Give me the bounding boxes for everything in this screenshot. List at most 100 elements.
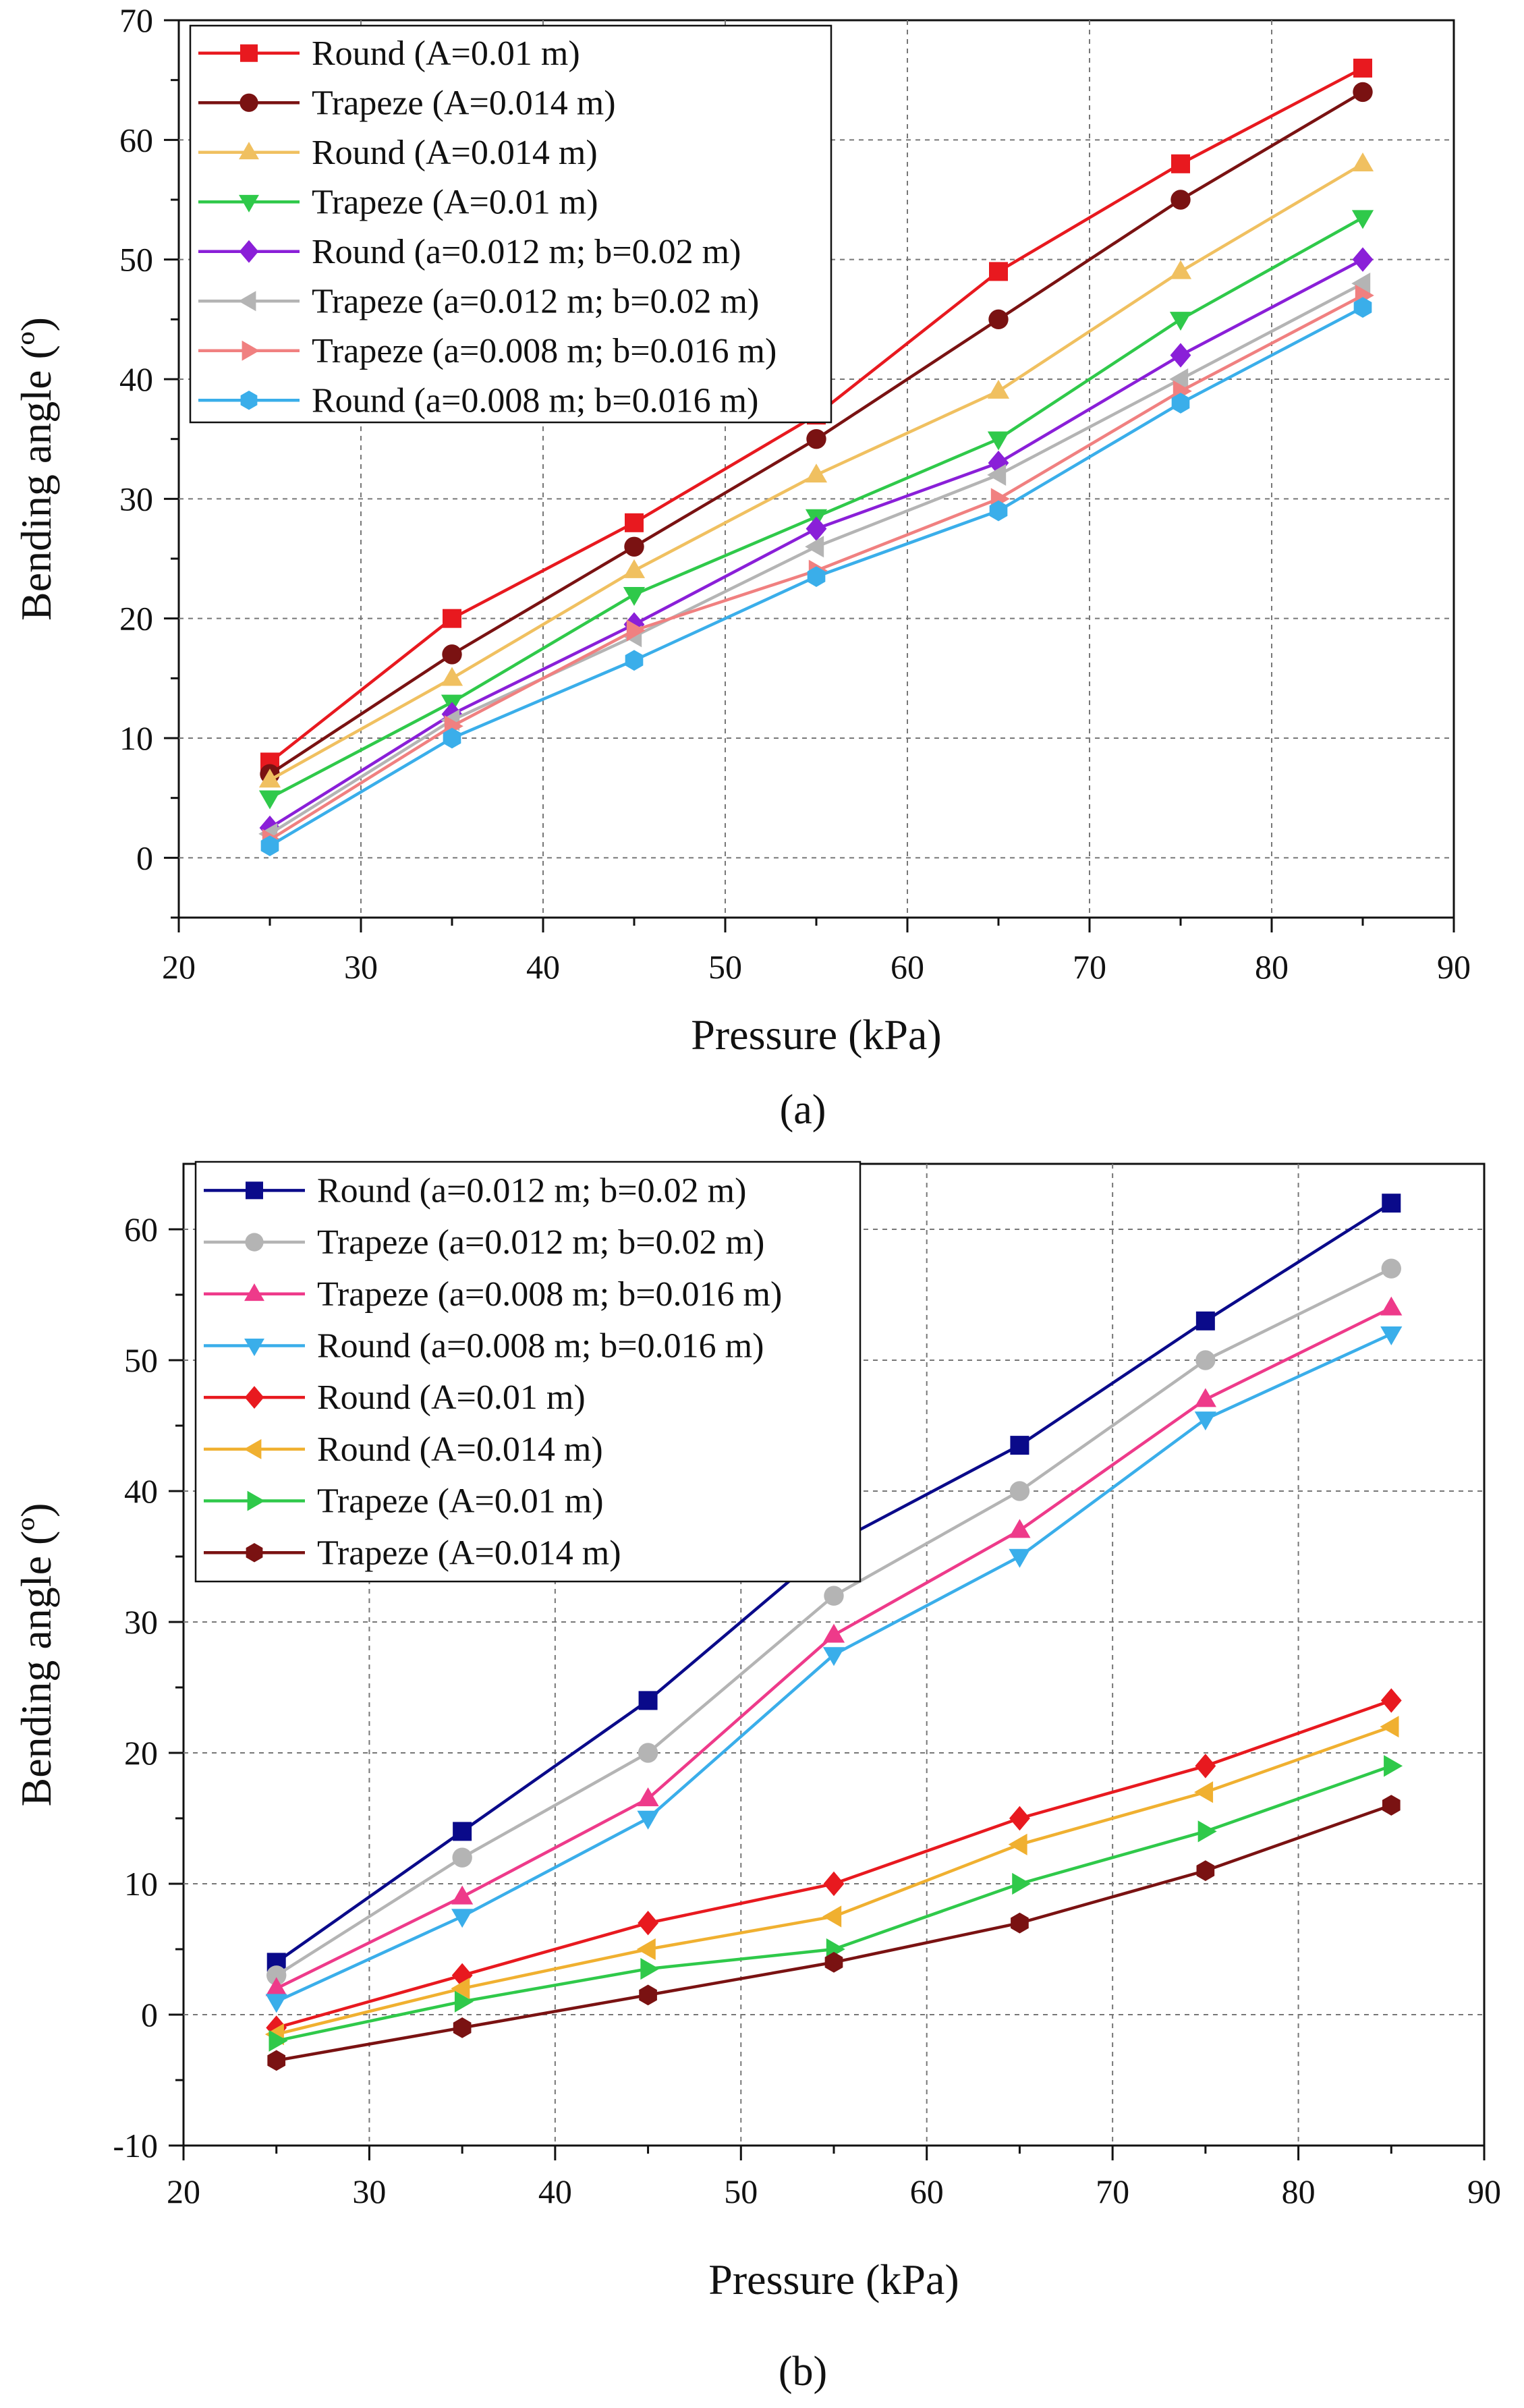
data-point (454, 1990, 474, 2013)
legend-marker (242, 340, 260, 361)
x-tick-label: 50 (708, 948, 742, 986)
legend-label: Round (A=0.014 m) (317, 1430, 603, 1469)
legend-label: Trapeze (a=0.012 m; b=0.02 m) (312, 282, 759, 320)
legend-marker (247, 1490, 265, 1511)
data-point (1169, 368, 1189, 391)
data-point (636, 1938, 656, 1961)
series-3 (258, 152, 1374, 788)
y-tick-label: 50 (124, 1341, 158, 1379)
data-point (625, 650, 644, 671)
data-point (987, 379, 1010, 399)
y-tick-label: 20 (119, 600, 153, 638)
data-point (1171, 393, 1190, 414)
legend-item: Round (a=0.012 m; b=0.02 m) (204, 1171, 746, 1210)
data-point (1195, 1350, 1216, 1370)
x-tick-label: 90 (1437, 948, 1471, 986)
legend-item: Trapeze (A=0.014 m) (198, 84, 616, 122)
data-point (624, 536, 644, 557)
x-tick-label: 70 (1096, 2173, 1129, 2210)
data-point (1194, 1411, 1216, 1431)
data-point (451, 1885, 474, 1905)
data-point (1194, 1781, 1214, 1803)
data-point (1353, 58, 1372, 78)
data-point (1380, 1326, 1403, 1345)
legend-marker (239, 93, 258, 112)
series-8 (260, 297, 1372, 856)
data-point (807, 566, 826, 587)
legend: Round (a=0.012 m; b=0.02 m) Trapeze (a=0.… (194, 1160, 862, 1583)
data-point (626, 619, 646, 642)
data-point (638, 1743, 658, 1763)
legend-item: Trapeze (A=0.01 m) (204, 1482, 604, 1521)
series-2 (260, 82, 1373, 784)
legend-label: Round (A=0.01 m) (317, 1378, 586, 1417)
data-point (806, 516, 827, 541)
data-point (1380, 1296, 1403, 1316)
data-point (266, 2015, 287, 2040)
legend-label: Trapeze (a=0.008 m; b=0.016 m) (317, 1275, 782, 1314)
data-point (1384, 1755, 1403, 1777)
series-3 (265, 1296, 1403, 1996)
x-tick-label: 40 (538, 2173, 572, 2210)
legend-marker (246, 1542, 263, 1563)
x-tick-label: 20 (167, 2173, 200, 2210)
data-point (638, 1691, 658, 1710)
data-point (441, 667, 463, 686)
x-tick-label: 70 (1073, 948, 1106, 986)
legend: Round (A=0.01 m) Trapeze (A=0.014 m) Round… (189, 24, 832, 424)
data-point (260, 835, 279, 856)
legend-marker (240, 44, 258, 62)
data-point (442, 644, 462, 665)
data-point (823, 1871, 845, 1897)
y-tick-label: 30 (124, 1603, 158, 1641)
x-tick-label: 60 (891, 948, 924, 986)
legend-label: Trapeze (A=0.014 m) (312, 84, 616, 122)
data-point (1012, 1872, 1032, 1895)
legend-label: Trapeze (a=0.008 m; b=0.016 m) (312, 332, 777, 370)
data-point (1195, 1754, 1216, 1779)
data-point (987, 431, 1010, 451)
data-point (625, 513, 644, 532)
x-tick-label: 20 (162, 948, 196, 986)
legend-item: Round (a=0.008 m; b=0.016 m) (204, 1326, 764, 1365)
legend-marker (239, 194, 259, 213)
legend-marker (238, 291, 256, 312)
legend-item: Round (A=0.014 m) (198, 134, 598, 172)
y-tick-label: 0 (141, 1996, 158, 2034)
data-point (824, 1952, 843, 1973)
data-point (1009, 1481, 1030, 1501)
legend-marker (244, 1438, 262, 1459)
legend-item: Trapeze (a=0.008 m; b=0.016 m) (204, 1275, 782, 1314)
legend-marker (244, 1339, 264, 1357)
legend-item: Trapeze (a=0.008 m; b=0.016 m) (198, 332, 777, 370)
data-point (824, 1586, 844, 1606)
y-tick-label: 0 (136, 839, 153, 876)
data-point (1171, 154, 1190, 173)
data-point (451, 1909, 474, 1928)
data-point (1010, 1436, 1029, 1455)
legend-label: Trapeze (A=0.01 m) (312, 183, 598, 221)
data-point (989, 500, 1008, 522)
data-point (640, 1958, 660, 1980)
data-point (1008, 1833, 1027, 1855)
legend-item: Round (A=0.01 m) (204, 1378, 586, 1417)
data-point (822, 1647, 845, 1667)
data-point (265, 1994, 287, 2013)
data-point (1169, 312, 1192, 331)
data-point (266, 1965, 287, 1986)
data-point (443, 727, 461, 749)
legend-item: Round (a=0.008 m; b=0.016 m) (198, 381, 758, 420)
y-tick-label: 50 (119, 241, 153, 279)
data-point (1009, 1519, 1031, 1538)
data-point (806, 428, 826, 449)
legend-marker (246, 1181, 263, 1200)
data-point (1380, 1688, 1402, 1713)
data-point (453, 2017, 472, 2038)
y-tick-label: 10 (124, 1865, 158, 1903)
x-tick-label: 80 (1282, 2173, 1316, 2210)
data-point (1353, 82, 1373, 103)
legend-marker (239, 142, 259, 160)
x-tick-label: 30 (352, 2173, 386, 2210)
legend-label: Trapeze (A=0.01 m) (317, 1482, 604, 1521)
